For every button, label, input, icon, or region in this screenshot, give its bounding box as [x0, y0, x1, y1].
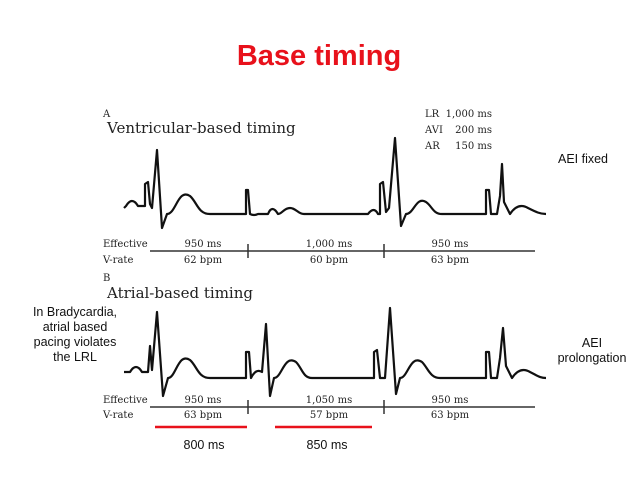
panel-b-interval-ms: 950 ms: [432, 395, 469, 406]
panel-a-heading: Ventricular-based timing: [106, 119, 296, 137]
aei-fixed-note: AEI fixed: [557, 152, 609, 166]
red-bar-label-850: 850 ms: [307, 438, 348, 452]
param-avi-label: AVI: [424, 125, 443, 136]
panel-b-row-label-effective: Effective: [103, 395, 148, 406]
panel-a-interval-ms: 950 ms: [185, 239, 222, 250]
aei-prolongation-line-2: prolongation: [557, 351, 627, 365]
panel-b-interval-ms: 1,050 ms: [306, 395, 352, 406]
panel-a-interval-ms: 950 ms: [432, 239, 469, 250]
param-ar-value: 150 ms: [455, 141, 492, 152]
panel-a-interval-bpm: 63 bpm: [431, 255, 470, 266]
bradycardia-note-line: In Bradycardia,: [32, 305, 118, 319]
panel-b-interval-ms: 950 ms: [185, 395, 222, 406]
panel-b-interval-bpm: 63 bpm: [431, 410, 470, 421]
panel-a-interval-bpm: 60 bpm: [310, 255, 349, 266]
bradycardia-note-line: atrial based: [42, 320, 108, 334]
param-avi-value: 200 ms: [455, 125, 492, 136]
ecg-trace-b: [124, 306, 547, 398]
bradycardia-note: In Bradycardia, atrial based pacing viol…: [0, 305, 150, 365]
param-lr-value: 1,000 ms: [446, 109, 492, 120]
aei-prolongation-note: AEI prolongation: [546, 336, 638, 366]
ecg-trace-a: [123, 136, 547, 230]
panel-a-letter: A: [102, 109, 111, 120]
panel-b-interval-bpm: 57 bpm: [310, 410, 349, 421]
slide-title: Base timing: [236, 40, 402, 72]
panel-a-row-label-vrate: V-rate: [102, 255, 133, 266]
param-ar-label: AR: [424, 141, 440, 152]
panel-a-row-label-effective: Effective: [103, 239, 148, 250]
panel-a-interval-bpm: 62 bpm: [184, 255, 223, 266]
red-bar-label-800: 800 ms: [184, 438, 225, 452]
panel-b-heading: Atrial-based timing: [106, 284, 253, 302]
bradycardia-note-line: pacing violates: [33, 335, 117, 349]
param-lr-label: LR: [425, 109, 440, 120]
panel-a-interval-ms: 1,000 ms: [306, 239, 352, 250]
panel-b-row-label-vrate: V-rate: [102, 410, 133, 421]
panel-b-interval-bpm: 63 bpm: [184, 410, 223, 421]
aei-prolongation-line-1: AEI: [581, 336, 603, 350]
bradycardia-note-line: the LRL: [53, 350, 97, 364]
panel-b-letter: B: [103, 273, 110, 284]
